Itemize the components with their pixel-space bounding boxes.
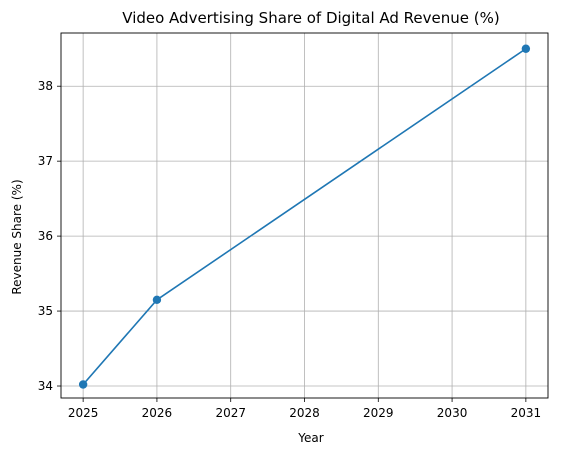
y-tick-label: 37	[38, 154, 53, 168]
x-tick-label: 2027	[215, 406, 246, 420]
y-tick-label: 34	[38, 379, 53, 393]
x-tick-label: 2026	[142, 406, 173, 420]
y-axis-ticks: 34 35 36 37 38	[38, 79, 61, 393]
data-series	[78, 44, 531, 389]
y-tick-label: 35	[38, 304, 53, 318]
y-tick-label: 36	[38, 229, 53, 243]
x-tick-label: 2029	[363, 406, 394, 420]
data-point	[521, 44, 531, 53]
chart-title: Video Advertising Share of Digital Ad Re…	[122, 9, 499, 27]
data-point	[78, 380, 88, 389]
x-tick-label: 2028	[289, 406, 320, 420]
x-axis-ticks: 2025 2026 2027 2028 2029 2030 2031	[68, 398, 541, 420]
x-tick-label: 2031	[511, 406, 542, 420]
data-point	[152, 295, 162, 305]
x-axis-label: Year	[297, 431, 323, 445]
y-tick-label: 38	[38, 79, 53, 93]
x-tick-label: 2030	[437, 406, 468, 420]
gridlines	[61, 33, 548, 398]
y-axis-label: Revenue Share (%)	[10, 179, 24, 294]
x-tick-label: 2025	[68, 406, 99, 420]
